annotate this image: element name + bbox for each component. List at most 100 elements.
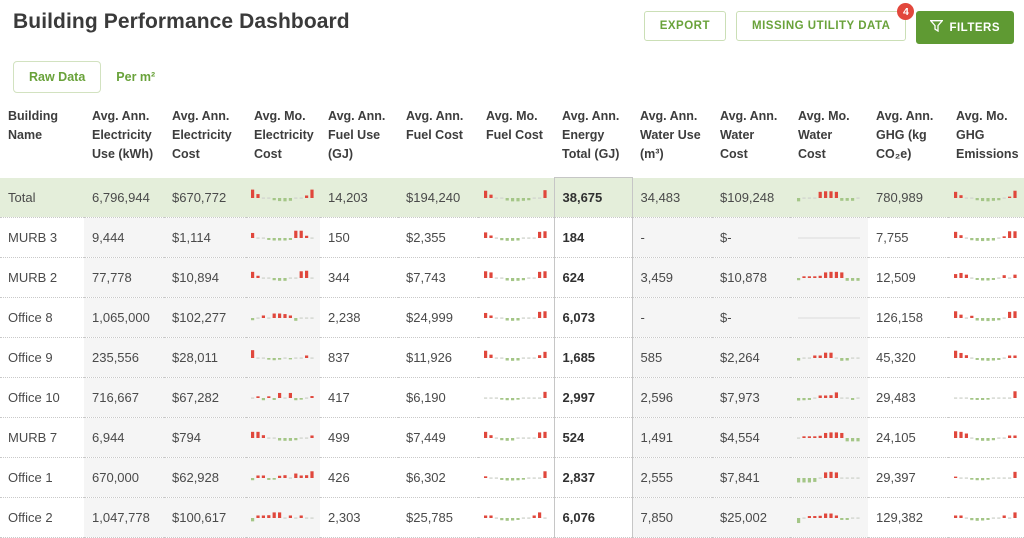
- cell-elec-spark: [246, 337, 320, 379]
- sparkline-chart: [798, 317, 860, 319]
- cell-water-use: 2,555: [632, 457, 712, 499]
- cell-fuel-spark: [478, 497, 554, 538]
- cell-water-cost: $10,878: [712, 257, 790, 299]
- cell-name: Office 8: [0, 297, 84, 339]
- sparkline-chart: [954, 431, 1017, 441]
- cell-water-cost: $7,973: [712, 377, 790, 419]
- cell-fuel-cost: $25,785: [398, 497, 478, 538]
- cell-energy-total: 624: [553, 257, 633, 299]
- cell-fuel-cost: $7,743: [398, 257, 478, 299]
- cell-elec-spark: [246, 377, 320, 419]
- sparkline-chart: [797, 190, 860, 201]
- cell-elec-cost: $10,894: [164, 257, 246, 299]
- cell-name: MURB 7: [0, 417, 84, 459]
- cell-name: Office 10: [0, 377, 84, 419]
- cell-ghg: 12,509: [868, 257, 948, 299]
- cell-water-cost: $109,248: [712, 177, 790, 219]
- cell-ghg-spark: [948, 377, 1024, 419]
- cell-water-spark: [790, 377, 868, 419]
- cell-water-use: -: [632, 217, 712, 259]
- cell-water-spark: [790, 417, 868, 459]
- column-header-elec-use[interactable]: Avg. Ann. Electricity Use (kWh): [84, 101, 164, 178]
- buildings-table: Building Name Avg. Ann. Electricity Use (…: [0, 101, 1024, 538]
- sparkline-chart: [251, 512, 314, 522]
- column-header-water-use[interactable]: Avg. Ann. Water Use (m³): [632, 101, 712, 178]
- cell-water-use: -: [632, 297, 712, 339]
- sparkline-chart: [251, 431, 314, 441]
- cell-fuel-spark: [478, 297, 554, 339]
- cell-elec-use: 1,065,000: [84, 297, 164, 339]
- page-title: Building Performance Dashboard: [13, 10, 350, 33]
- sparkline-chart: [483, 231, 547, 241]
- cell-fuel-cost: $2,355: [398, 217, 478, 259]
- cell-fuel-use: 2,238: [320, 297, 398, 339]
- cell-elec-cost: $102,277: [164, 297, 246, 339]
- cell-elec-use: 6,796,944: [84, 177, 164, 219]
- cell-water-use: 1,491: [632, 417, 712, 459]
- table-row[interactable]: Office 10 716,667 $67,282 417 $6,190 2,997 2,5…: [0, 377, 1024, 419]
- sparkline-chart: [251, 471, 314, 480]
- cell-fuel-spark: [478, 217, 554, 259]
- missing-utility-data-button[interactable]: MISSING UTILITY DATA: [736, 11, 907, 41]
- cell-water-cost: $7,841: [712, 457, 790, 499]
- sparkline-chart: [251, 313, 314, 321]
- cell-energy-total: 6,076: [553, 497, 633, 538]
- column-header-ghg[interactable]: Avg. Ann. GHG (kg CO₂e): [868, 101, 948, 178]
- column-header-ghg-spark[interactable]: Avg. Mo. GHG Emissions: [948, 101, 1024, 178]
- column-header-water-cost[interactable]: Avg. Ann. Water Cost: [712, 101, 790, 178]
- column-header-water-spark[interactable]: Avg. Mo. Water Cost: [790, 101, 868, 178]
- cell-elec-spark: [246, 417, 320, 459]
- cell-elec-cost: $100,617: [164, 497, 246, 538]
- filters-button[interactable]: FILTERS: [916, 11, 1014, 44]
- column-header-energy-total[interactable]: Avg. Ann. Energy Total (GJ): [554, 101, 632, 178]
- tab-raw-data[interactable]: Raw Data: [13, 61, 102, 93]
- cell-water-use: 585: [632, 337, 712, 379]
- sparkline-chart: [251, 392, 314, 400]
- table-row[interactable]: Office 1 670,000 $62,928 426 $6,302 2,837 2,55…: [0, 457, 1024, 499]
- cell-fuel-cost: $194,240: [398, 177, 478, 219]
- toolbar: EXPORT MISSING UTILITY DATA 4 FILTERS: [643, 3, 1014, 44]
- cell-elec-use: 235,556: [84, 337, 164, 379]
- cell-fuel-spark: [478, 177, 554, 219]
- table-row[interactable]: Office 9 235,556 $28,011 837 $11,926 1,685 585…: [0, 337, 1024, 379]
- cell-water-spark: [790, 337, 868, 379]
- cell-elec-spark: [246, 217, 320, 259]
- sparkline-chart: [483, 512, 547, 521]
- cell-energy-total: 1,685: [553, 337, 633, 379]
- cell-ghg-spark: [948, 497, 1024, 538]
- sparkline-chart: [954, 471, 1017, 480]
- cell-elec-cost: $670,772: [164, 177, 246, 219]
- cell-ghg: 780,989: [868, 177, 948, 219]
- table-row: Total 6,796,944 $670,772 14,203 $194,240 38,6…: [0, 177, 1024, 219]
- column-header-elec-spark[interactable]: Avg. Mo. Electricity Cost: [246, 101, 320, 178]
- sparkline-chart: [797, 471, 860, 483]
- cell-ghg-spark: [948, 417, 1024, 459]
- column-header-elec-cost[interactable]: Avg. Ann. Electricity Cost: [164, 101, 246, 178]
- table-row[interactable]: MURB 2 77,778 $10,894 344 $7,743 624 3,459 $10,…: [0, 257, 1024, 299]
- top-bar: Building Performance Dashboard EXPORT MI…: [0, 0, 1024, 44]
- table-row[interactable]: Office 2 1,047,778 $100,617 2,303 $25,785 6,0…: [0, 497, 1024, 538]
- cell-ghg: 126,158: [868, 297, 948, 339]
- column-header-fuel-use[interactable]: Avg. Ann. Fuel Use (GJ): [320, 101, 398, 178]
- column-header-name[interactable]: Building Name: [0, 101, 84, 178]
- cell-elec-spark: [246, 177, 320, 219]
- cell-water-use: 7,850: [632, 497, 712, 538]
- column-header-fuel-cost[interactable]: Avg. Ann. Fuel Cost: [398, 101, 478, 178]
- table-row[interactable]: MURB 7 6,944 $794 499 $7,449 524 1,491 $4,554 24…: [0, 417, 1024, 459]
- export-button[interactable]: EXPORT: [643, 11, 727, 41]
- cell-water-use: 34,483: [632, 177, 712, 219]
- cell-water-cost: $25,002: [712, 497, 790, 538]
- sparkline-chart: [797, 513, 860, 523]
- sparkline-chart: [483, 391, 547, 400]
- cell-ghg-spark: [948, 257, 1024, 299]
- cell-fuel-spark: [478, 377, 554, 419]
- table-row[interactable]: MURB 3 9,444 $1,114 150 $2,355 184- $- 7,755: [0, 217, 1024, 259]
- cell-name: Office 1: [0, 457, 84, 499]
- cell-water-spark: [790, 457, 868, 499]
- cell-ghg: 24,105: [868, 417, 948, 459]
- tab-per-m2[interactable]: Per m²: [116, 70, 156, 84]
- view-tabs: Raw Data Per m²: [13, 61, 1024, 93]
- table-row[interactable]: Office 8 1,065,000 $102,277 2,238 $24,999 6,0…: [0, 297, 1024, 339]
- cell-ghg-spark: [948, 297, 1024, 339]
- column-header-fuel-spark[interactable]: Avg. Mo. Fuel Cost: [478, 101, 554, 178]
